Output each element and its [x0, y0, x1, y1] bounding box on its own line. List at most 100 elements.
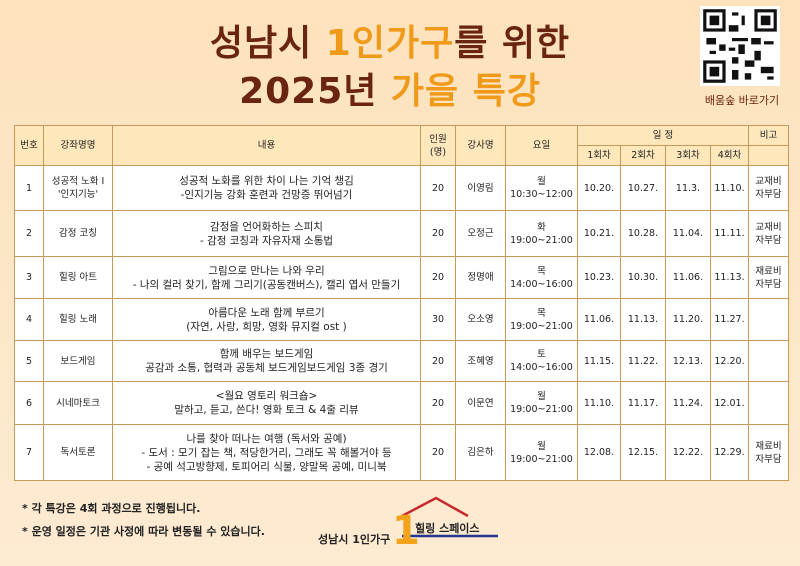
- table-row: 5 보드게임 함께 배우는 보드게임 공감과 소통, 협력과 공동체 보드게임보드게임…: [14, 340, 789, 382]
- capacity-cell: 20: [420, 381, 456, 425]
- cell-line: 19:00~21:00: [510, 453, 573, 465]
- cell-line: - 나의 컬러 찾기, 함께 그리기(공동캔버스), 캘리 엽서 만들기: [132, 278, 401, 291]
- capacity-cell: 20: [420, 424, 456, 481]
- cell-line: - 도서 : 모기 잡는 책, 적당한거리, 그래도 꼭 해볼거야 등: [141, 446, 392, 459]
- cell-line: 목: [537, 265, 546, 277]
- cell-line: (명): [429, 146, 447, 158]
- cell-line: 보드게임: [60, 355, 96, 367]
- note-cell: 재료비 자부담: [748, 424, 789, 481]
- content-cell: <월요 영토리 워크숍> 말하고, 듣고, 쓴다! 영화 토크 & 4줄 리뷰: [112, 381, 421, 425]
- cell-line: 성공적 노화 I: [51, 176, 105, 187]
- title-line1: 성남시 1인가구를 위한: [0, 14, 780, 66]
- cell-line: 화: [537, 221, 546, 233]
- date-cell: 11.24.: [665, 381, 711, 425]
- cell-line: - 공예 석고방향제, 토피어리 식물, 양말목 공예, 미니북: [146, 460, 387, 473]
- cell-line: (자연, 사랑, 희망, 영화 뮤지컬 ost ): [186, 320, 347, 333]
- name-cell: 시네마토크: [43, 381, 113, 425]
- name-cell: 힐링 아트: [43, 256, 113, 299]
- logo-text: 힐링 스페이스: [415, 521, 480, 535]
- header-row: 1회차 2회차 3회차 4회차: [15, 145, 789, 166]
- instructor-cell: 김은하: [455, 424, 506, 481]
- date-cell: 12.08.: [577, 424, 621, 481]
- date-cell: 11.17.: [620, 381, 666, 425]
- date-cell: 12.01.: [710, 381, 749, 425]
- instructor-cell: 오소영: [455, 298, 506, 341]
- cell-line: 자부담: [755, 189, 782, 200]
- capacity-cell: 20: [420, 340, 456, 382]
- cell-line: 월: [537, 440, 546, 452]
- title-line2: 2025년 가을 특강: [0, 62, 780, 114]
- date-cell: 11.3.: [665, 165, 711, 211]
- title-part: 를 위한: [454, 23, 571, 64]
- header-cell: 내용: [112, 125, 421, 166]
- date-cell: 12.20.: [710, 340, 749, 382]
- note: * 운영 일정은 기관 사정에 따라 변동될 수 있습니다.: [22, 525, 265, 538]
- date-cell: 10.21.: [577, 210, 621, 257]
- name-cell: 성공적 노화 I '인지기능': [43, 165, 113, 211]
- cell-line: <월요 영토리 워크숍>: [215, 390, 318, 402]
- header-row: 번호 강좌명명 내용 인원 (명) 강사명 요일 일 정 비고: [14, 125, 789, 166]
- qr-code[interactable]: [700, 6, 780, 86]
- cell-line: 19:00~21:00: [510, 320, 573, 332]
- cell-line: 그림으로 만나는 나와 우리: [208, 264, 325, 277]
- cell-line: 교재비: [755, 221, 782, 233]
- cell-line: 함께 배우는 보드게임: [219, 348, 314, 360]
- day-cell: 토 14:00~16:00: [505, 340, 578, 382]
- cell-line: 목: [537, 307, 546, 319]
- date-cell: 11.27.: [710, 298, 749, 341]
- cell-line: 감정 코칭: [59, 228, 97, 239]
- content-cell: 그림으로 만나는 나와 우리 - 나의 컬러 찾기, 함께 그리기(공동캔버스),…: [112, 256, 421, 299]
- header-cell: 일 정: [577, 125, 749, 146]
- date-cell: 10.28.: [620, 210, 666, 257]
- cell-line: 시네마토크: [56, 397, 100, 409]
- cell-line: 힐링 아트: [59, 272, 97, 283]
- header-cell: 3회차: [665, 145, 711, 166]
- table-row: 3 힐링 아트 그림으로 만나는 나와 우리 - 나의 컬러 찾기, 함께 그리기(공…: [14, 256, 789, 299]
- note-cell: [748, 340, 789, 382]
- header-cell: 요일: [505, 125, 578, 166]
- date-cell: 11.06.: [577, 298, 621, 341]
- title-part: 성남시: [209, 23, 326, 64]
- date-cell: 10.23.: [577, 256, 621, 299]
- instructor-cell: 조혜영: [455, 340, 506, 382]
- qr-label: 배움숲 바로가기: [704, 94, 780, 107]
- cell-line: - 감정 코칭과 자유자재 소통법: [199, 234, 334, 247]
- instructor-cell: 이영림: [455, 165, 506, 211]
- name-cell: 힐링 노래: [43, 298, 113, 341]
- header-cell: 비고: [748, 125, 789, 146]
- day-cell: 화 19:00~21:00: [505, 210, 578, 257]
- name-cell: 독서토론: [43, 424, 113, 481]
- date-cell: 11.10.: [577, 381, 621, 425]
- cell-line: 재료비: [755, 440, 782, 452]
- logo-text: 성남시 1인가구: [318, 532, 390, 546]
- header-cell: [748, 145, 789, 166]
- cell-line: -인지기능 강화 훈련과 건망증 뛰어넘기: [180, 189, 353, 201]
- date-cell: 11.15.: [577, 340, 621, 382]
- capacity-cell: 20: [420, 256, 456, 299]
- header-cell: 강좌명명: [43, 125, 113, 166]
- cell-line: '인지기능': [57, 189, 99, 200]
- date-cell: 11.22.: [620, 340, 666, 382]
- table-row: 6 시네마토크 <월요 영토리 워크숍> 말하고, 듣고, 쓴다! 영화 토크 & 4…: [14, 381, 789, 425]
- name-cell: 보드게임: [43, 340, 113, 382]
- capacity-cell: 30: [420, 298, 456, 341]
- header-cell: 강사명: [455, 125, 506, 166]
- date-cell: 10.20.: [577, 165, 621, 211]
- day-cell: 월 10:30~12:00: [505, 165, 578, 211]
- instructor-cell: 오정근: [455, 210, 506, 257]
- date-cell: 10.27.: [620, 165, 666, 211]
- date-cell: 11.10.: [710, 165, 749, 211]
- capacity-cell: 20: [420, 210, 456, 257]
- cell-line: 토: [537, 349, 546, 360]
- note-cell: [748, 298, 789, 341]
- cell-line: 14:00~16:00: [510, 278, 573, 290]
- date-cell: 11.13.: [710, 256, 749, 299]
- date-cell: 11.11.: [710, 210, 749, 257]
- header-cell: 번호: [14, 125, 44, 166]
- cell-line: 14:00~16:00: [510, 362, 573, 373]
- table-row: 2 감정 코칭 감정을 언어화하는 스피치 - 감정 코칭과 자유자재 소통법 20 오정…: [14, 210, 789, 257]
- cell-line: 공감과 소통, 협력과 공동체 보드게임보드게임 3종 경기: [145, 362, 388, 374]
- no-cell: 1: [14, 165, 44, 211]
